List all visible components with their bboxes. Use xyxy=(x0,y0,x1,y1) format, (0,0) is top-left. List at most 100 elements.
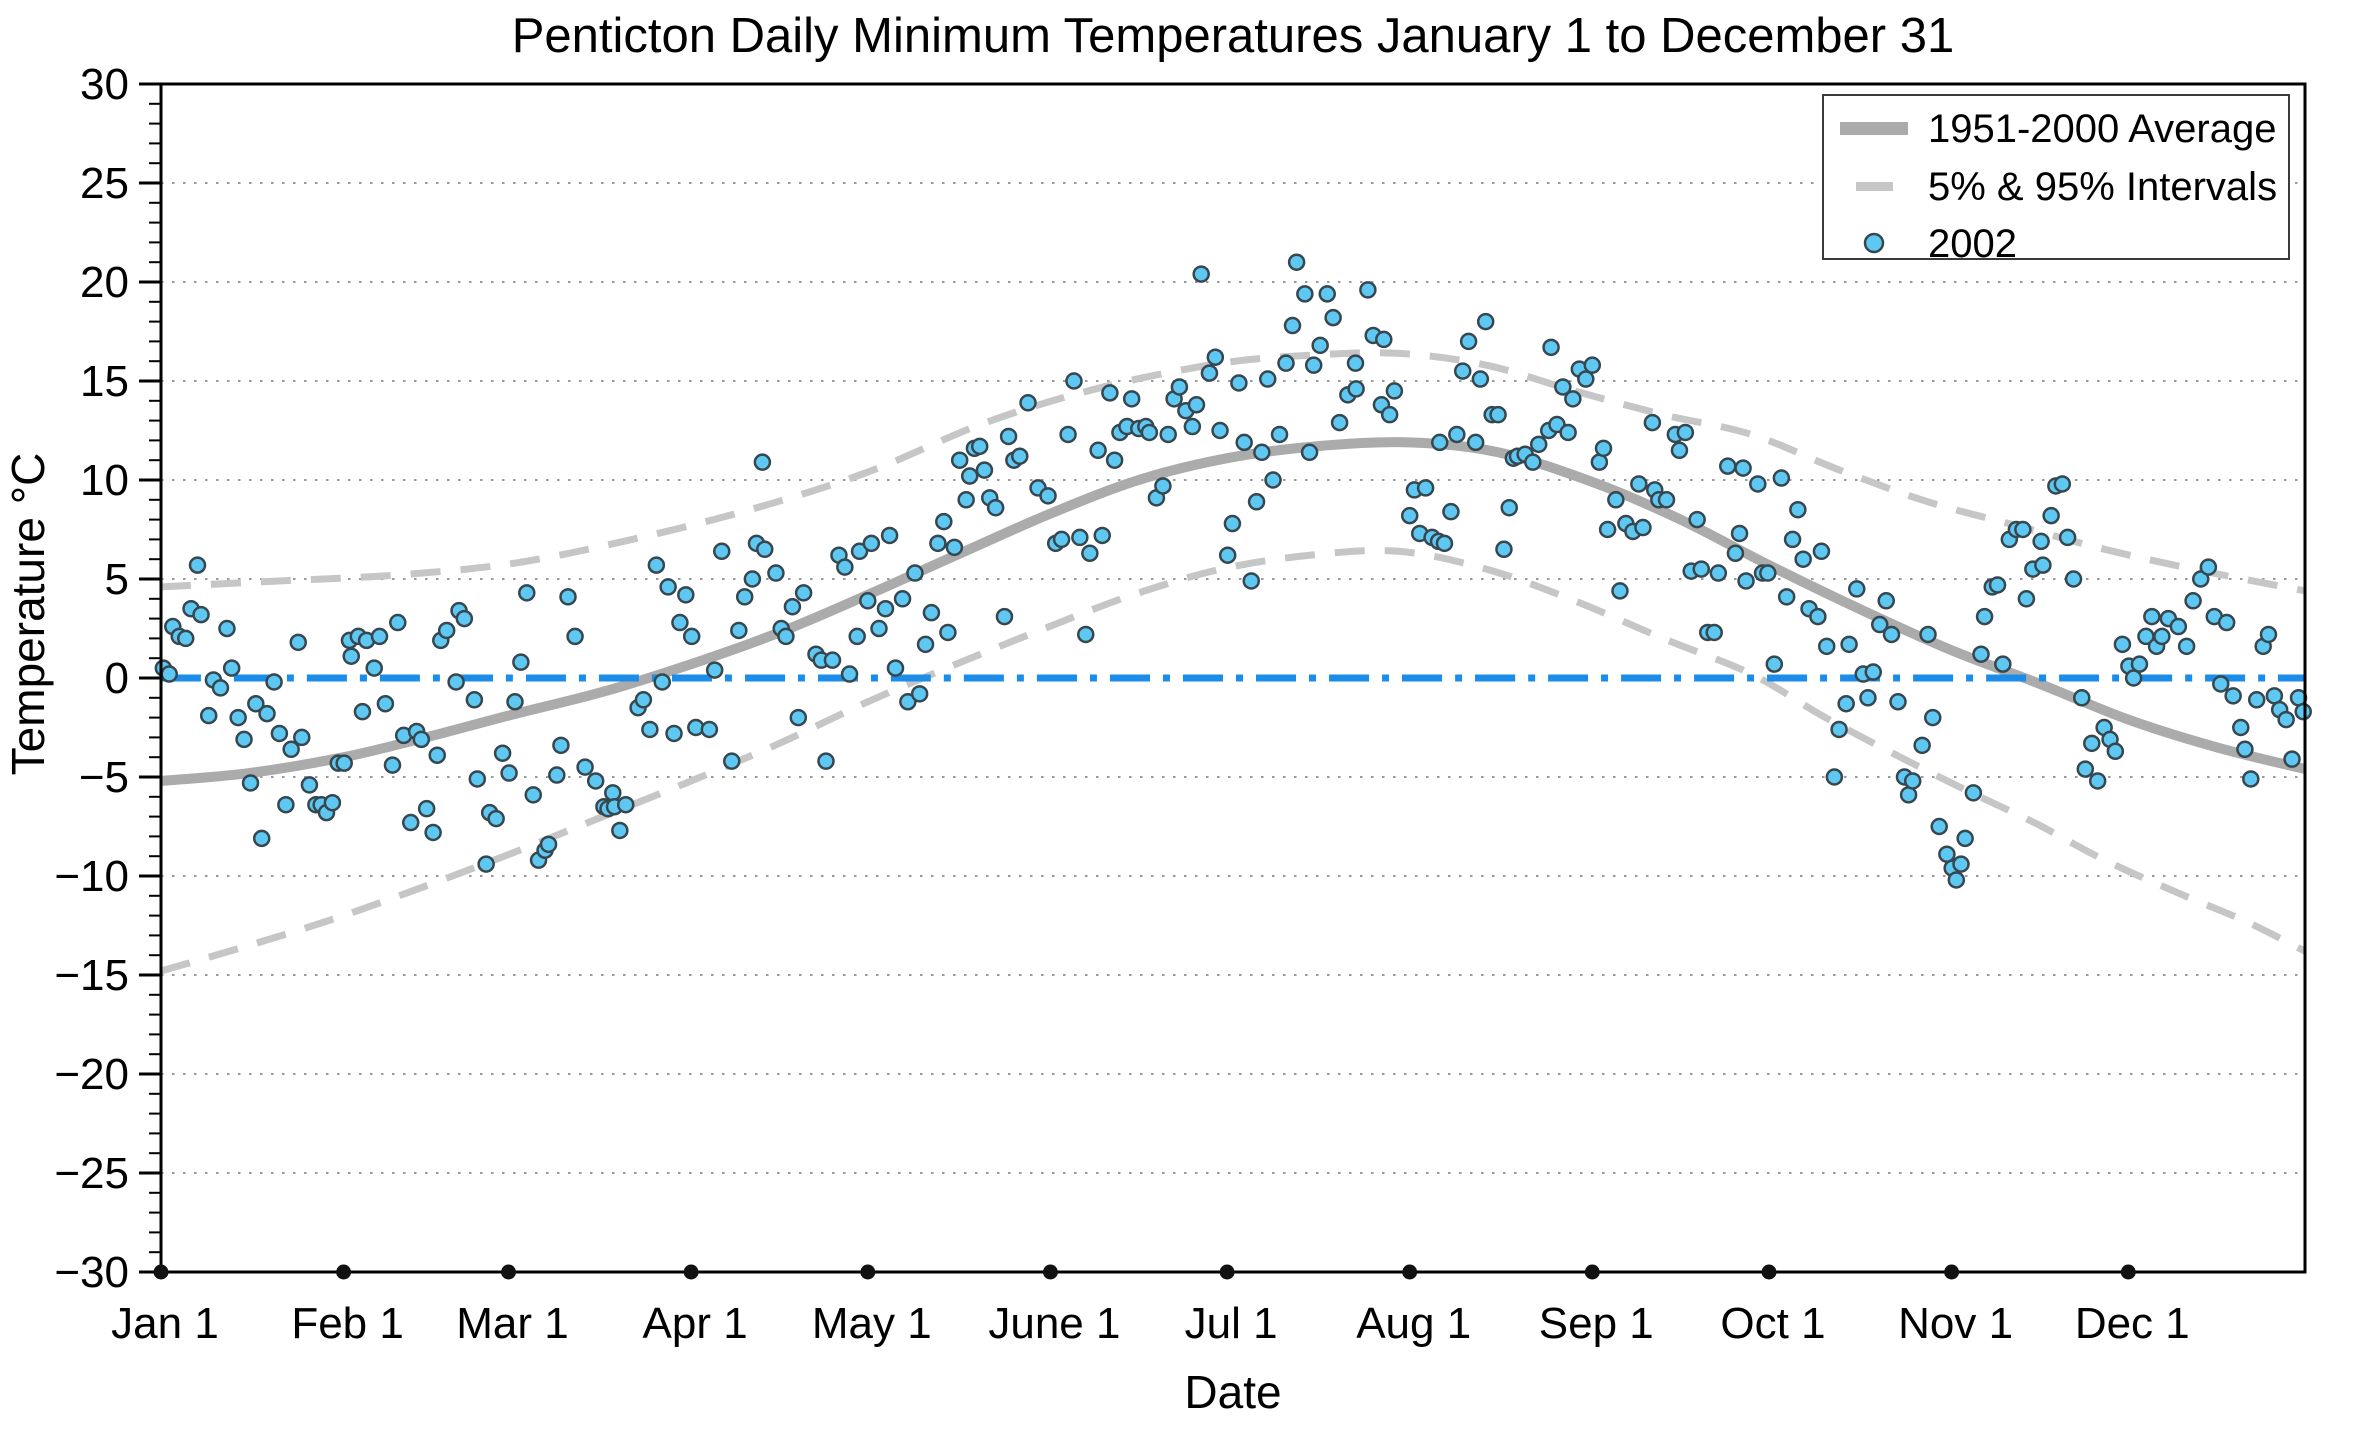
data-point xyxy=(176,629,195,648)
data-point xyxy=(518,584,536,602)
month-dot-feb-1 xyxy=(336,1264,352,1280)
data-point xyxy=(455,609,474,628)
data-point xyxy=(2014,520,2032,539)
x-tick-label-apr-1: Apr 1 xyxy=(643,1299,748,1348)
data-point xyxy=(1435,534,1454,553)
data-point xyxy=(1093,526,1111,545)
data-point xyxy=(252,829,271,848)
data-point xyxy=(1594,439,1613,458)
data-point xyxy=(199,706,218,725)
x-tick-label-aug-1: Aug 1 xyxy=(1356,1299,1471,1348)
data-point xyxy=(447,673,465,691)
data-point xyxy=(2169,617,2188,636)
data-point xyxy=(1794,550,1812,568)
data-point xyxy=(1253,443,1271,462)
data-point xyxy=(1870,615,1889,634)
data-point xyxy=(1848,580,1866,598)
data-point xyxy=(1598,520,1617,539)
data-point xyxy=(1495,540,1513,559)
data-point xyxy=(1039,487,1057,505)
x-tick-label-jul-1: Jul 1 xyxy=(1185,1299,1278,1348)
data-point xyxy=(1466,433,1485,452)
data-point xyxy=(222,659,241,677)
data-point xyxy=(559,588,577,606)
data-point xyxy=(604,784,622,802)
y-axis-ticks: −30 −25 −20 −15 −10 −5 0 5 10 15 20 25 30 xyxy=(54,60,161,1297)
data-point xyxy=(1919,625,1937,644)
data-point xyxy=(1346,354,1365,372)
data-point xyxy=(566,627,584,646)
data-point xyxy=(1304,356,1323,374)
data-point xyxy=(1183,417,1202,436)
data-point xyxy=(1296,285,1314,303)
data-point xyxy=(1688,510,1706,529)
data-point xyxy=(2113,635,2132,654)
data-point xyxy=(735,588,754,606)
data-point xyxy=(1709,564,1728,582)
data-point xyxy=(653,673,671,691)
data-point xyxy=(659,578,677,596)
data-point xyxy=(539,835,558,854)
data-point xyxy=(412,730,431,749)
scatter-points-2002 xyxy=(154,253,2312,889)
data-point xyxy=(862,534,881,553)
data-point xyxy=(682,627,701,646)
data-point xyxy=(1524,453,1542,471)
data-point xyxy=(335,754,353,772)
data-point xyxy=(389,613,407,632)
data-point xyxy=(859,592,877,610)
data-point xyxy=(353,702,372,721)
data-point xyxy=(823,651,842,669)
data-point xyxy=(548,766,566,784)
month-dot-dec-1 xyxy=(2120,1264,2136,1280)
data-point xyxy=(945,538,964,557)
data-point xyxy=(1223,514,1242,533)
data-point xyxy=(1159,425,1177,444)
data-point xyxy=(817,752,835,770)
data-point xyxy=(886,659,905,677)
data-point xyxy=(1759,564,1777,582)
data-point xyxy=(2277,710,2295,729)
data-point xyxy=(910,685,929,703)
data-point xyxy=(1230,374,1248,392)
data-point xyxy=(2184,592,2202,610)
data-point xyxy=(840,665,859,683)
data-point xyxy=(2017,590,2036,608)
data-point xyxy=(950,451,969,469)
data-point xyxy=(2106,742,2125,761)
x-axis-title: Date xyxy=(1184,1366,1281,1418)
month-dot-nov-1 xyxy=(1944,1264,1960,1280)
data-point xyxy=(2283,750,2301,768)
data-point xyxy=(1930,817,1948,836)
data-point xyxy=(487,809,505,828)
data-point xyxy=(975,461,994,479)
data-point xyxy=(383,756,402,774)
data-point xyxy=(1065,372,1083,390)
y-tick-label-15: 15 xyxy=(80,357,129,406)
data-point xyxy=(1859,689,1877,707)
data-point xyxy=(1730,524,1749,543)
data-point xyxy=(2242,770,2260,788)
y-tick-label-30: 30 xyxy=(80,60,129,109)
month-dot-aug-1 xyxy=(1402,1264,1418,1280)
data-point xyxy=(1988,576,2007,594)
x-tick-label-oct-1: Oct 1 xyxy=(1720,1299,1825,1348)
data-point xyxy=(465,691,484,709)
data-point xyxy=(2153,627,2171,646)
data-point xyxy=(1359,281,1377,299)
data-point xyxy=(1300,443,1319,462)
data-point xyxy=(767,564,785,582)
data-point xyxy=(2130,655,2149,673)
data-point xyxy=(1170,378,1189,396)
data-point xyxy=(2076,760,2095,778)
data-point xyxy=(2073,689,2091,707)
data-point xyxy=(468,770,487,788)
data-point xyxy=(1670,441,1689,460)
data-point xyxy=(1542,338,1560,357)
data-point xyxy=(1154,477,1172,495)
data-point xyxy=(935,512,953,531)
data-point xyxy=(1200,364,1219,382)
data-point xyxy=(916,635,935,654)
data-point xyxy=(1140,423,1159,442)
